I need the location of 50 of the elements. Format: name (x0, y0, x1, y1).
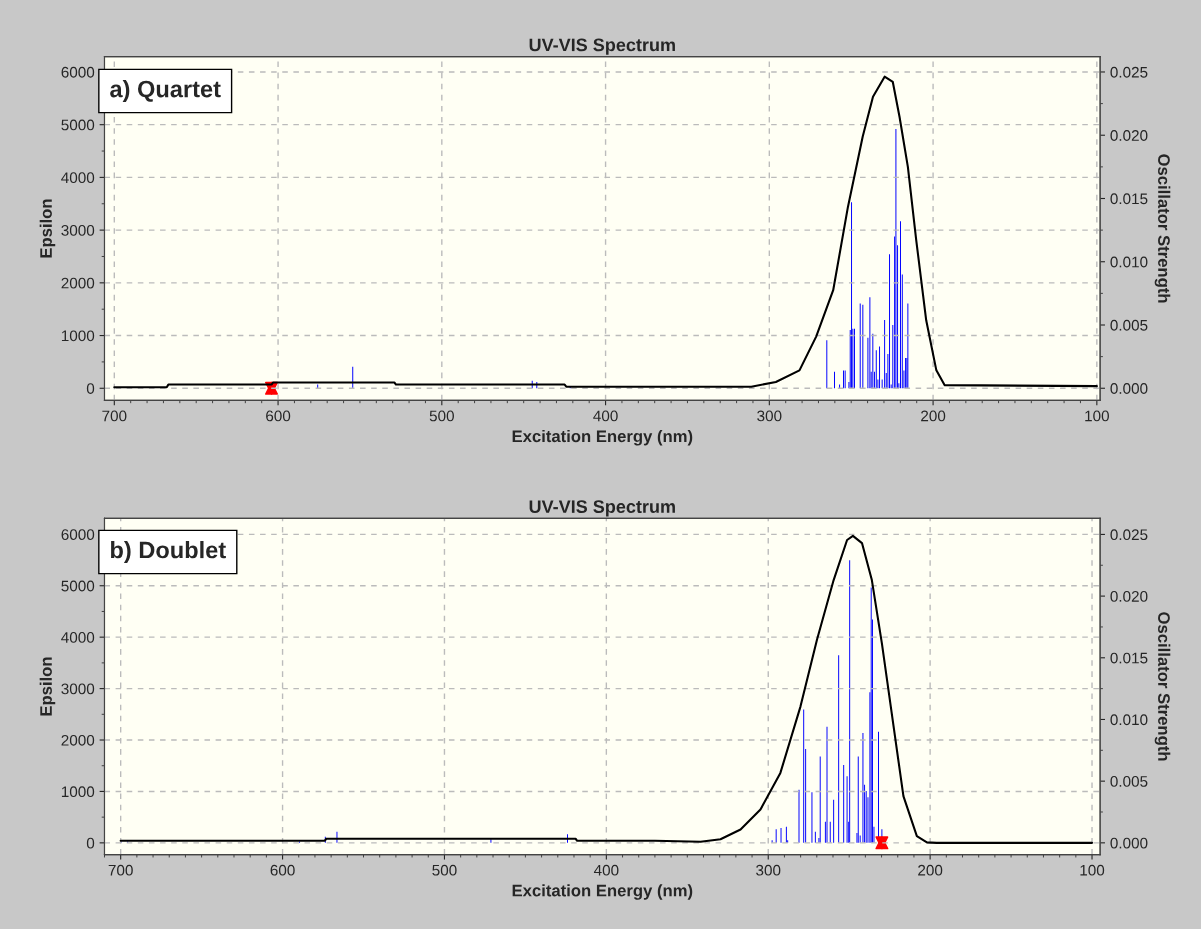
x-tick-label: 100 (1080, 864, 1105, 876)
y-tick-label: 3000 (61, 683, 95, 695)
y2-axis-title: Oscillator Strength (1154, 154, 1171, 303)
annotation: b) Doublet (111, 541, 226, 564)
y-tick-label: 0 (86, 837, 95, 849)
chart-title: UV-VIS Spectrum (529, 38, 675, 55)
y-tick-label: 1000 (61, 786, 95, 798)
x-tick-label: 200 (918, 864, 943, 876)
y-tick-label: 1000 (61, 330, 95, 342)
x-tick-label: 600 (270, 864, 295, 876)
x-axis-title: Excitation Energy (nm) (512, 884, 693, 900)
y-axis-title: Epsilon (39, 657, 56, 716)
y-tick-label: 4000 (61, 172, 95, 184)
y2-tick-label: 0.005 (1110, 776, 1148, 787)
x-tick-label: 300 (756, 864, 781, 876)
y-tick-label: 2000 (61, 277, 95, 289)
x-axis-title: Excitation Energy (nm) (512, 429, 693, 446)
x-tick-label: 400 (593, 864, 619, 876)
y2-tick-label: 0.015 (1110, 193, 1148, 205)
y2-tick-label: 0.020 (1110, 130, 1148, 141)
x-tick-label: 700 (102, 410, 127, 422)
y2-tick-label: 0.025 (1110, 66, 1148, 78)
y-tick-label: 5000 (61, 119, 95, 131)
y-tick-label: 3000 (61, 224, 95, 236)
y-tick-label: 6000 (61, 529, 95, 541)
y-tick-label: 5000 (61, 580, 95, 592)
y2-tick-label: 0.005 (1110, 319, 1148, 331)
x-tick-label: 400 (593, 410, 618, 422)
y2-tick-label: 0.000 (1110, 837, 1148, 849)
y-tick-label: 0 (86, 383, 95, 394)
y2-tick-label: 0.000 (1110, 383, 1148, 394)
x-tick-label: 600 (266, 410, 291, 422)
x-tick-label: 500 (429, 410, 454, 422)
y-tick-label: 2000 (61, 734, 95, 746)
annotation: a) Quartet (110, 80, 221, 103)
y2-tick-label: 0.010 (1110, 714, 1148, 726)
y2-tick-label: 0.015 (1110, 652, 1148, 664)
y2-tick-label: 0.010 (1110, 256, 1148, 268)
chart-title: UV-VIS Spectrum (529, 500, 675, 517)
y2-tick-label: 0.020 (1110, 590, 1148, 602)
y2-tick-label: 0.025 (1110, 529, 1148, 541)
y-tick-label: 4000 (61, 632, 95, 643)
x-tick-label: 300 (757, 410, 782, 422)
y-tick-label: 6000 (61, 66, 95, 78)
x-tick-label: 500 (432, 864, 457, 876)
x-tick-label: 200 (921, 410, 946, 422)
x-tick-label: 100 (1085, 410, 1109, 422)
y2-axis-title: Oscillator Strength (1154, 612, 1171, 761)
x-tick-label: 700 (108, 864, 133, 876)
y-axis-title: Epsilon (39, 199, 56, 258)
